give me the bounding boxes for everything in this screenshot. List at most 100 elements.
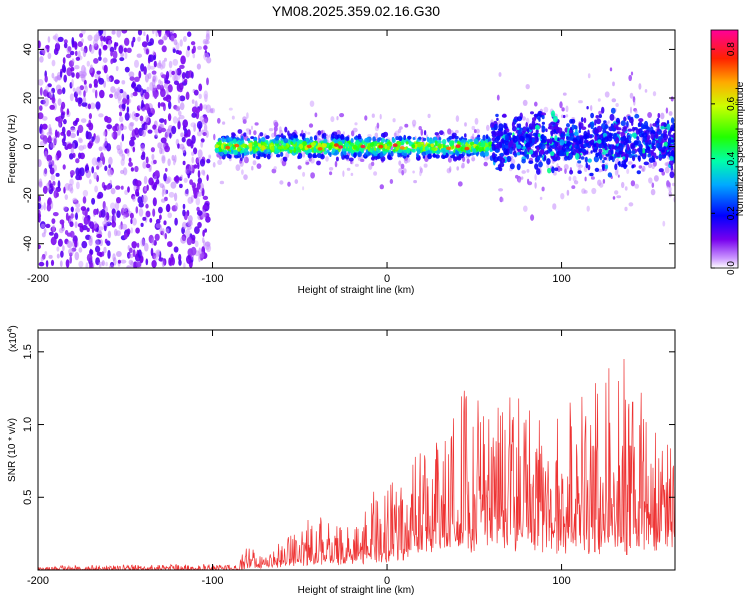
- spectrogram-cell: [182, 209, 186, 217]
- spectrogram-cell: [411, 119, 417, 127]
- spectrogram-cell: [134, 127, 139, 136]
- spectrogram-cell: [66, 130, 72, 137]
- spectrogram-cell: [223, 149, 228, 155]
- spectrogram-cell: [252, 160, 257, 166]
- spectrogram-cell: [160, 102, 166, 107]
- spectrogram-cell: [128, 157, 132, 163]
- spectrogram-cell: [54, 129, 58, 139]
- spectrogram-cell: [532, 132, 538, 137]
- spectrogram-cell: [380, 132, 385, 138]
- spectrogram-cell: [66, 46, 72, 54]
- spectrogram-cell: [475, 128, 480, 134]
- spectrogram-cell: [205, 130, 209, 138]
- spectrogram-cell: [420, 128, 424, 136]
- spectrogram-cell: [557, 137, 560, 142]
- spectrogram-cell: [475, 145, 479, 151]
- spectrogram-cell: [209, 108, 214, 114]
- spectrogram-cell: [398, 160, 402, 166]
- spectrogram-cell: [446, 146, 451, 151]
- spectrogram-cell: [357, 135, 362, 140]
- spectrogram-cell: [306, 148, 312, 154]
- spectrogram-cell: [401, 151, 404, 156]
- spectrogram-cell: [559, 101, 563, 109]
- spectrogram-cell: [578, 122, 584, 129]
- spectrogram-x-label: Height of straight line (km): [298, 285, 415, 296]
- spectrogram-cell: [464, 133, 467, 138]
- spectrogram-cell: [283, 137, 289, 144]
- spectrogram-cell: [66, 240, 72, 248]
- spectrogram-cell: [192, 45, 196, 54]
- spectrogram-cell: [587, 164, 591, 171]
- spectrogram-cell: [135, 180, 142, 187]
- spectrogram-cell: [572, 148, 577, 156]
- spectrogram-cell: [280, 140, 284, 146]
- spectrogram-cell: [559, 139, 565, 146]
- spectrogram-cell: [310, 157, 315, 164]
- spectrogram-cell: [569, 169, 574, 175]
- spectrogram-cell: [61, 101, 66, 110]
- spectrogram-cell: [219, 151, 224, 157]
- spectrogram-cell: [86, 131, 92, 140]
- spectrogram-cell: [595, 115, 599, 119]
- spectrogram-cell: [305, 161, 310, 165]
- spectrogram-cell: [668, 182, 671, 188]
- spectrogram-cell: [148, 112, 153, 118]
- spectrogram-cell: [426, 136, 430, 142]
- spectrogram-cell: [74, 239, 78, 248]
- spectrogram-cell: [280, 151, 284, 157]
- snr-multiplier: (x104): [7, 325, 19, 352]
- snr-multiplier-exp: 4: [7, 329, 14, 333]
- spectrogram-cell: [438, 137, 442, 141]
- spectrogram-cell: [144, 103, 150, 111]
- spectrogram-cell: [158, 30, 162, 38]
- spectrogram-cell: [484, 157, 489, 161]
- spectrogram-cell: [321, 130, 324, 135]
- spectrogram-cell: [374, 132, 379, 138]
- spectrogram-cell: [603, 120, 607, 124]
- spectrogram-cell: [550, 110, 556, 118]
- spectrogram-cell: [657, 125, 660, 132]
- spectrogram-cell: [111, 30, 116, 35]
- spectrogram-y-tick-label: 0: [22, 144, 34, 150]
- spectrogram-cell: [370, 156, 375, 161]
- spectrogram-cell: [82, 144, 87, 150]
- spectrogram-cell: [132, 249, 136, 258]
- spectrogram-cell: [127, 186, 130, 193]
- spectrogram-cell: [532, 117, 536, 122]
- spectrogram-cell: [75, 96, 78, 103]
- spectrogram-cell: [144, 124, 148, 132]
- spectrogram-cell: [79, 33, 84, 38]
- spectrogram-cell: [156, 84, 162, 90]
- spectrogram-cell: [117, 124, 123, 132]
- spectrogram-cell: [663, 141, 668, 147]
- spectrogram-cell: [669, 127, 674, 131]
- spectrogram-cell: [197, 170, 201, 178]
- spectrogram-cell: [643, 161, 649, 166]
- spectrogram-cell: [65, 259, 70, 268]
- spectrogram-cell: [251, 125, 253, 130]
- spectrogram-cell: [63, 118, 67, 125]
- spectrogram-cell: [62, 164, 66, 170]
- spectrogram-cell: [104, 137, 108, 147]
- spectrogram-cell: [368, 163, 373, 170]
- spectrogram-cell: [190, 71, 194, 79]
- spectrogram-cell: [439, 130, 444, 136]
- spectrogram-cell: [429, 138, 433, 145]
- spectrogram-cell: [93, 58, 99, 64]
- spectrogram-cell: [615, 117, 621, 124]
- spectrogram-cell: [555, 155, 561, 161]
- spectrogram-cell: [98, 30, 104, 36]
- spectrogram-cell: [434, 132, 439, 136]
- spectrogram-cell: [190, 246, 197, 256]
- spectrogram-cell: [557, 146, 561, 152]
- spectrogram-cell: [38, 244, 41, 250]
- spectrogram-cell: [75, 158, 80, 164]
- spectrogram-cell: [48, 135, 52, 142]
- spectrogram-cell: [87, 103, 91, 110]
- spectrogram-cell: [54, 33, 59, 42]
- spectrogram-cell: [554, 135, 558, 141]
- spectrogram-cell: [178, 110, 182, 117]
- spectrogram-cell: [525, 133, 529, 138]
- spectrogram-cell: [57, 238, 63, 247]
- spectrogram-cell: [538, 117, 541, 122]
